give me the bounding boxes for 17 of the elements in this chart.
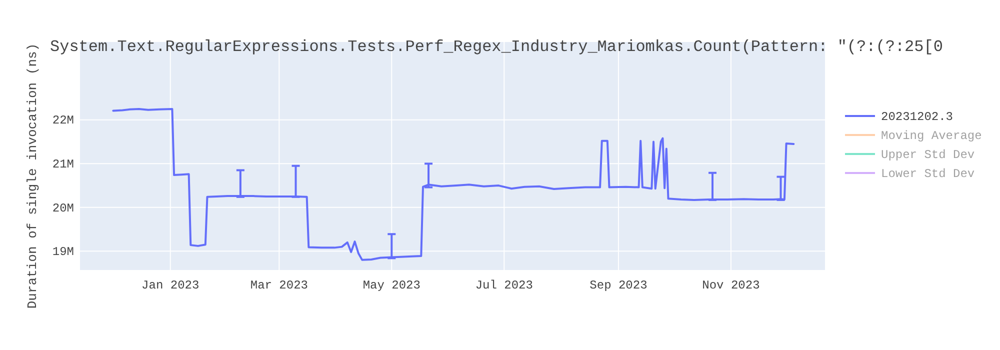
chart-title: System.Text.RegularExpressions.Tests.Perf_Regex_Industry_Mariomkas.Count(Pattern: "(?:(?:25[0 [50, 38, 943, 56]
x-tick-label: Jan 2023 [142, 278, 200, 293]
y-tick-label: 20M [52, 201, 74, 216]
x-tick-label: Nov 2023 [702, 278, 760, 293]
legend-label: Moving Average [881, 129, 982, 143]
y-axis-title: Duration of single invocation (ns) [25, 43, 40, 309]
legend-label: Upper Std Dev [881, 148, 975, 162]
y-tick-label: 22M [52, 114, 74, 128]
legend-label: 20231202.3 [881, 110, 954, 124]
x-tick-label: Mar 2023 [250, 278, 308, 293]
x-tick-label: Sep 2023 [590, 278, 648, 293]
legend-label: Lower Std Dev [881, 167, 975, 181]
x-tick-label: May 2023 [362, 278, 420, 293]
y-tick-label: 21M [52, 158, 74, 172]
x-tick-label: Jul 2023 [475, 278, 533, 293]
line-series [112, 108, 795, 261]
y-tick-label: 19M [52, 245, 74, 260]
